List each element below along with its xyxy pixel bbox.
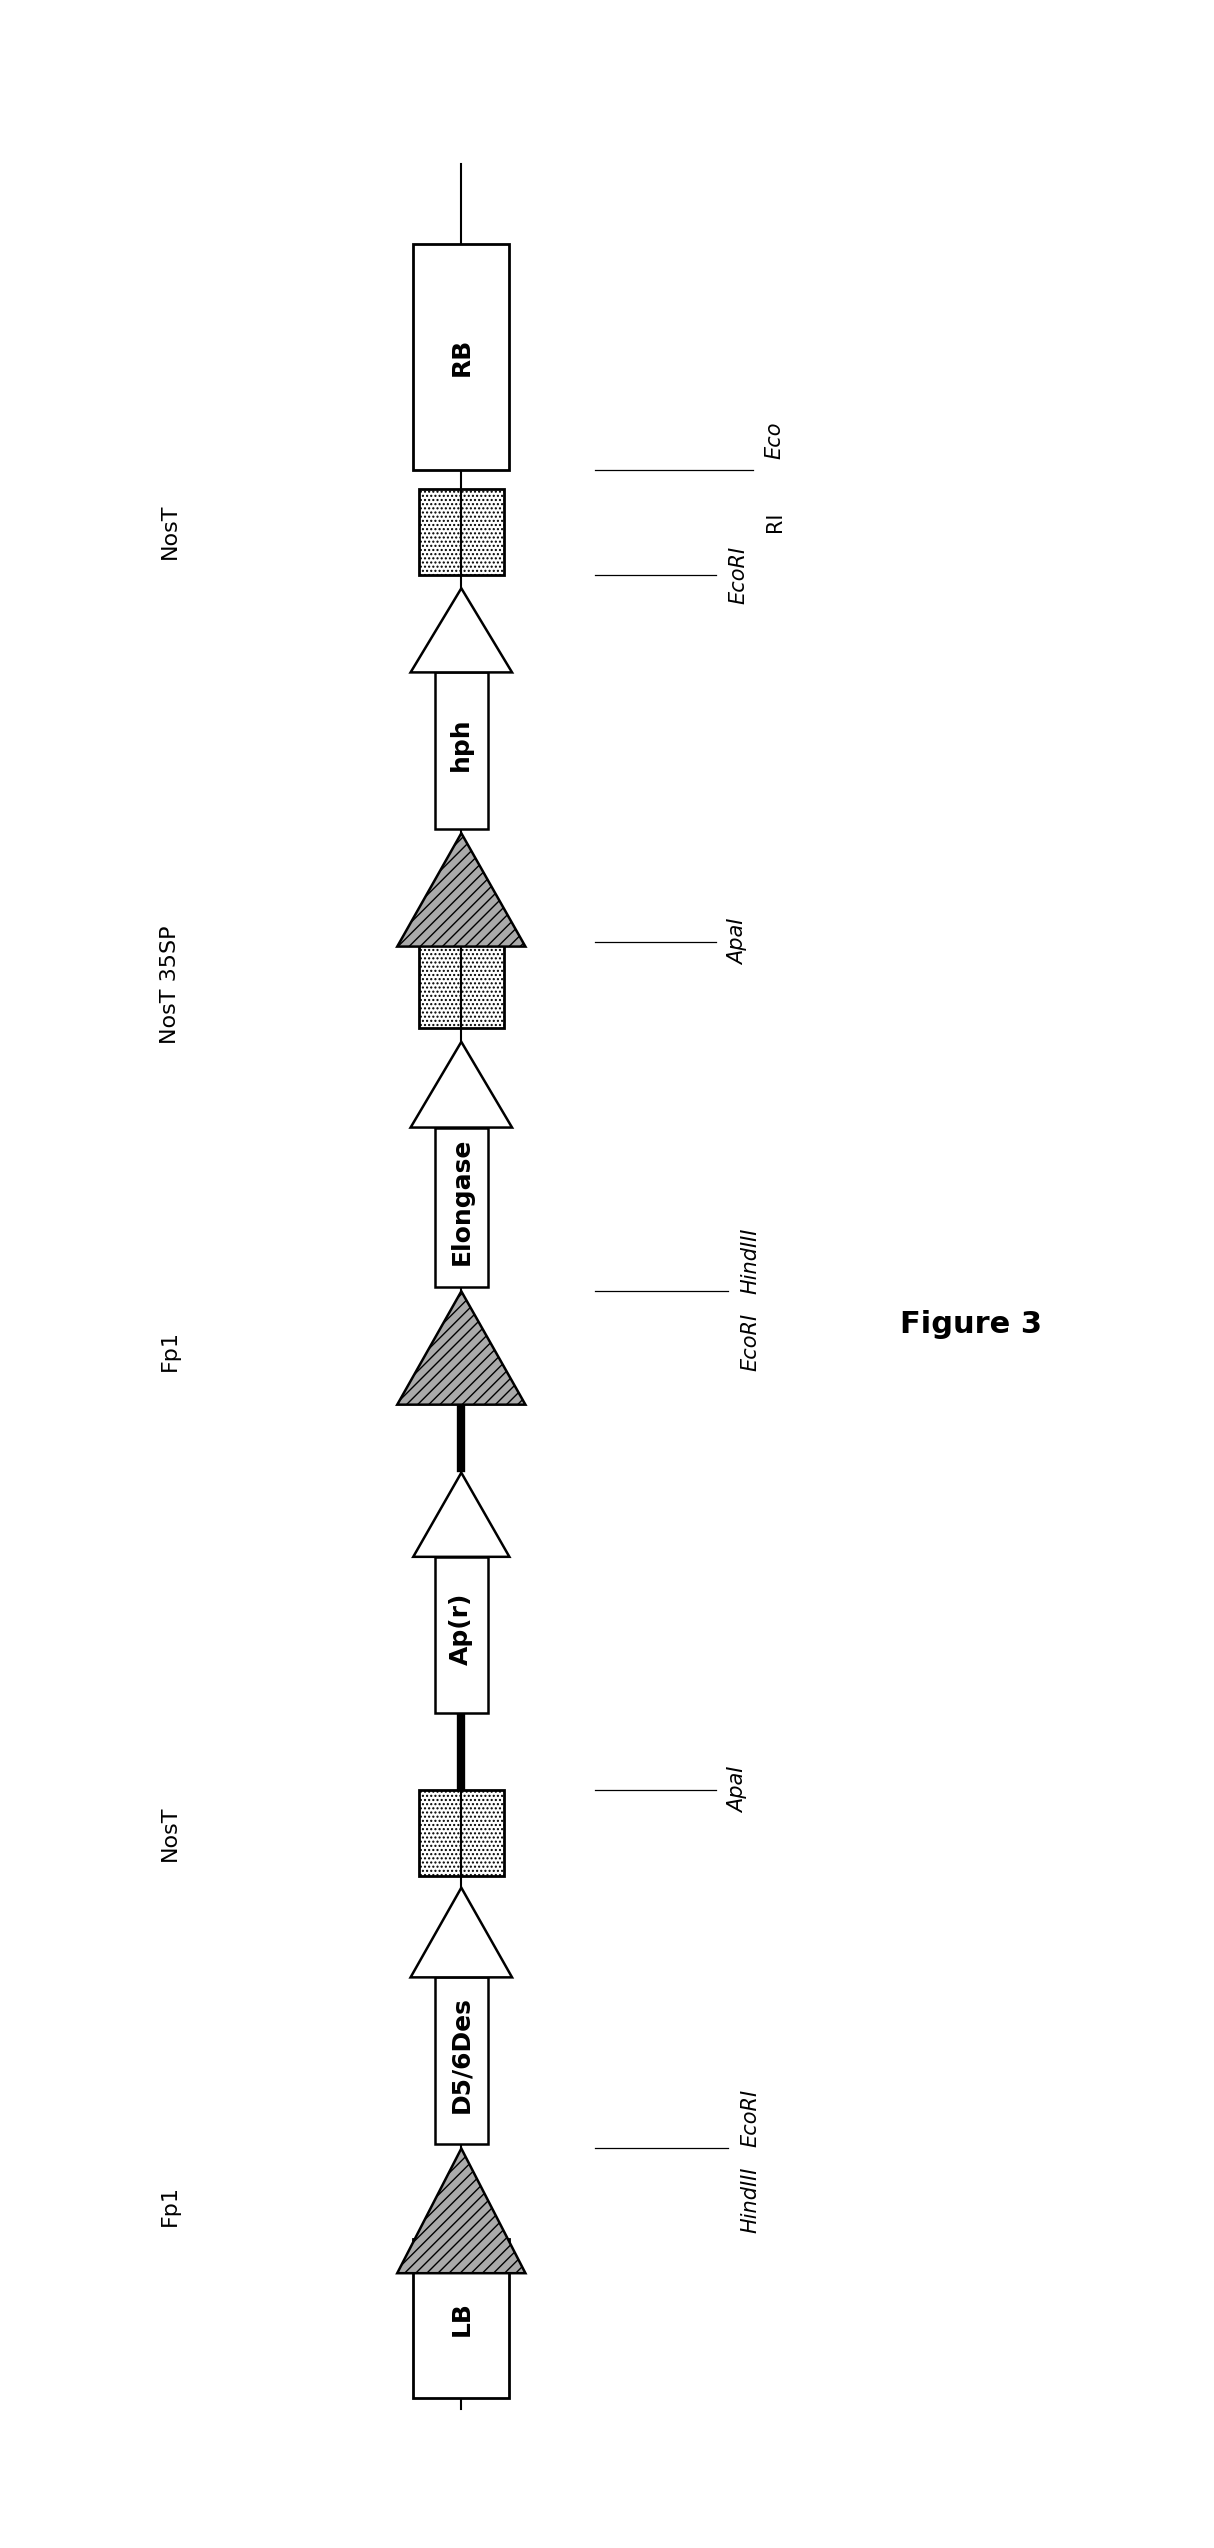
Text: hph: hph bbox=[449, 719, 473, 772]
Bar bbox=[435, 1557, 488, 1712]
Text: NosT: NosT bbox=[160, 505, 180, 561]
Bar bbox=[435, 673, 488, 828]
Text: Figure 3: Figure 3 bbox=[901, 1310, 1042, 1340]
Text: EcoRI: EcoRI bbox=[741, 1312, 760, 1371]
Text: EcoRI: EcoRI bbox=[728, 545, 748, 604]
Text: Elongase: Elongase bbox=[449, 1136, 473, 1264]
Text: ApaI: ApaI bbox=[728, 1766, 748, 1814]
Bar bbox=[419, 489, 504, 576]
Polygon shape bbox=[397, 1292, 526, 1404]
Text: D5/6Des: D5/6Des bbox=[449, 1995, 473, 2112]
Polygon shape bbox=[410, 1888, 512, 1977]
Text: Fp1: Fp1 bbox=[160, 1330, 180, 1371]
Bar bbox=[435, 1129, 488, 1287]
Text: RI: RI bbox=[765, 512, 784, 533]
Polygon shape bbox=[410, 1042, 512, 1129]
Text: HindIII: HindIII bbox=[741, 2166, 760, 2232]
Text: EcoRI: EcoRI bbox=[741, 2089, 760, 2148]
Text: RB: RB bbox=[449, 339, 473, 377]
Text: HindIII: HindIII bbox=[741, 1228, 760, 1294]
Text: ApaI: ApaI bbox=[728, 920, 748, 966]
Bar bbox=[419, 1791, 504, 1875]
Bar bbox=[435, 1977, 488, 2143]
Text: NosT: NosT bbox=[160, 1807, 180, 1860]
Polygon shape bbox=[397, 833, 526, 948]
Text: Fp1: Fp1 bbox=[160, 2184, 180, 2224]
Text: LB: LB bbox=[449, 2301, 473, 2337]
Polygon shape bbox=[410, 589, 512, 673]
Polygon shape bbox=[397, 2148, 526, 2273]
Polygon shape bbox=[413, 1473, 510, 1557]
Bar bbox=[419, 943, 504, 1029]
Text: NosT 35SP: NosT 35SP bbox=[160, 925, 180, 1045]
Text: Eco: Eco bbox=[765, 420, 784, 459]
Bar bbox=[413, 2240, 510, 2398]
Bar bbox=[413, 245, 510, 471]
Text: Ap(r): Ap(r) bbox=[449, 1592, 473, 1666]
